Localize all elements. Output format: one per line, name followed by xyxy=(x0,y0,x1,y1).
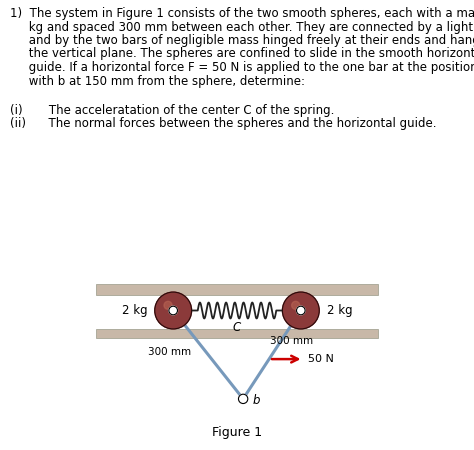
Text: (ii)      The normal forces between the spheres and the horizontal guide.: (ii) The normal forces between the spher… xyxy=(10,117,437,130)
Text: Figure 1: Figure 1 xyxy=(212,426,262,439)
FancyBboxPatch shape xyxy=(96,284,378,295)
Text: 50 N: 50 N xyxy=(309,354,334,364)
Circle shape xyxy=(169,306,177,315)
Text: b: b xyxy=(253,394,260,407)
Text: kg and spaced 300 mm between each other. They are connected by a light spring: kg and spaced 300 mm between each other.… xyxy=(10,21,474,33)
Text: with b at 150 mm from the sphere, determine:: with b at 150 mm from the sphere, determ… xyxy=(10,75,305,87)
Text: 1)  The system in Figure 1 consists of the two smooth spheres, each with a mass : 1) The system in Figure 1 consists of th… xyxy=(10,7,474,20)
Text: 300 mm: 300 mm xyxy=(148,347,191,357)
Circle shape xyxy=(238,394,248,404)
Circle shape xyxy=(155,292,191,329)
Text: guide. If a horizontal force F = 50 N is applied to the one bar at the position : guide. If a horizontal force F = 50 N is… xyxy=(10,61,474,74)
Circle shape xyxy=(292,302,300,310)
Text: 2 kg: 2 kg xyxy=(327,304,352,317)
Text: and by the two bars of negligible mass hinged freely at their ends and hanging i: and by the two bars of negligible mass h… xyxy=(10,34,474,47)
Text: 300 mm: 300 mm xyxy=(270,336,313,346)
Circle shape xyxy=(283,292,319,329)
Text: (i)       The acceleratation of the center C of the spring.: (i) The acceleratation of the center C o… xyxy=(10,104,334,117)
Circle shape xyxy=(297,306,305,315)
Circle shape xyxy=(164,302,172,310)
Text: 2 kg: 2 kg xyxy=(122,304,147,317)
FancyBboxPatch shape xyxy=(96,329,378,338)
Text: C: C xyxy=(233,321,241,334)
Text: the vertical plane. The spheres are confined to slide in the smooth horizontal: the vertical plane. The spheres are conf… xyxy=(10,48,474,60)
